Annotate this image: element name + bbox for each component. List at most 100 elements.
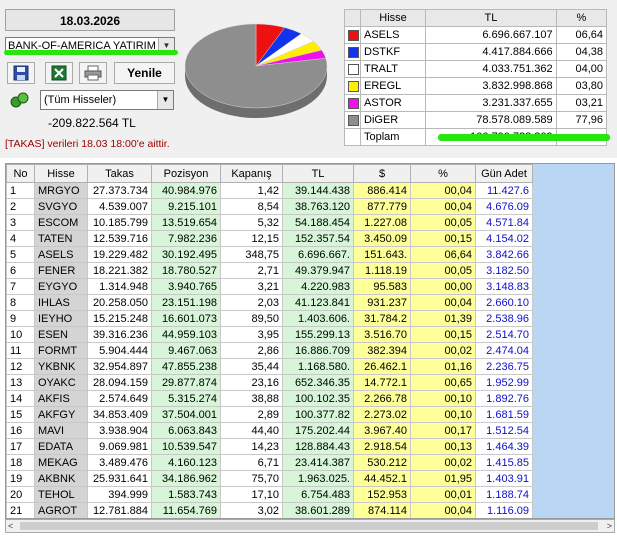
cell-usd[interactable]: 3.967.40 bbox=[353, 422, 411, 439]
scrollbar-thumb[interactable] bbox=[20, 522, 598, 530]
cell-gun-adet[interactable]: 1.116.09 bbox=[475, 502, 533, 518]
cell-tl[interactable]: 155.299.13 bbox=[282, 326, 354, 343]
cell-usd[interactable]: 95.583 bbox=[353, 278, 411, 295]
col-header-pct[interactable]: % bbox=[410, 164, 476, 183]
cell-usd[interactable]: 14.772.1 bbox=[353, 374, 411, 391]
cell-pozisyon[interactable]: 37.504.001 bbox=[151, 406, 221, 423]
cell-pozisyon[interactable]: 34.186.962 bbox=[151, 470, 221, 487]
cell-kapanis[interactable]: 14,23 bbox=[220, 438, 283, 455]
cell-pozisyon[interactable]: 11.654.769 bbox=[151, 502, 221, 518]
cell-gun-adet[interactable]: 1.464.39 bbox=[475, 438, 533, 455]
cell-hisse[interactable]: MAVI bbox=[34, 422, 88, 439]
cell-gun-adet[interactable]: 2.236.75 bbox=[475, 358, 533, 375]
cell-hisse[interactable]: ESCOM bbox=[34, 214, 88, 231]
cell-usd[interactable]: 877.779 bbox=[353, 198, 411, 215]
cell-hisse[interactable]: IEYHO bbox=[34, 310, 88, 327]
cell-gun-adet[interactable]: 3.842.66 bbox=[475, 246, 533, 263]
cell-kapanis[interactable]: 3,02 bbox=[220, 502, 283, 518]
cell-no[interactable]: 17 bbox=[6, 438, 35, 455]
cell-hisse[interactable]: AKFGY bbox=[34, 406, 88, 423]
cell-tl[interactable]: 23.414.387 bbox=[282, 454, 354, 471]
cell-takas[interactable]: 18.221.382 bbox=[87, 262, 152, 279]
cell-usd[interactable]: 3.450.09 bbox=[353, 230, 411, 247]
cell-kapanis[interactable]: 2,71 bbox=[220, 262, 283, 279]
cell-hisse[interactable]: ESEN bbox=[34, 326, 88, 343]
cell-pct[interactable]: 00,10 bbox=[410, 390, 476, 407]
cell-pct[interactable]: 00,02 bbox=[410, 454, 476, 471]
cell-takas[interactable]: 28.094.159 bbox=[87, 374, 152, 391]
cell-pozisyon[interactable]: 6.063.843 bbox=[151, 422, 221, 439]
cell-takas[interactable]: 39.316.236 bbox=[87, 326, 152, 343]
cell-kapanis[interactable]: 8,54 bbox=[220, 198, 283, 215]
cell-tl[interactable]: 6.754.483 bbox=[282, 486, 354, 503]
cell-takas[interactable]: 27.373.734 bbox=[87, 182, 152, 199]
cell-no[interactable]: 3 bbox=[6, 214, 35, 231]
cell-usd[interactable]: 152.953 bbox=[353, 486, 411, 503]
cell-usd[interactable]: 382.394 bbox=[353, 342, 411, 359]
chevron-down-icon[interactable]: ▼ bbox=[157, 91, 173, 109]
cell-takas[interactable]: 5.904.444 bbox=[87, 342, 152, 359]
cell-pct[interactable]: 00,10 bbox=[410, 406, 476, 423]
table-row[interactable]: 4 TATEN 12.539.716 7.982.236 12,15 152.357.54… bbox=[6, 230, 533, 247]
col-header-usd[interactable]: $ bbox=[353, 164, 411, 183]
cell-tl[interactable]: 41.123.841 bbox=[282, 294, 354, 311]
cell-hisse[interactable]: IHLAS bbox=[34, 294, 88, 311]
cell-gun-adet[interactable]: 4.571.84 bbox=[475, 214, 533, 231]
cell-hisse[interactable]: OYAKC bbox=[34, 374, 88, 391]
cell-takas[interactable]: 32.954.897 bbox=[87, 358, 152, 375]
cell-takas[interactable]: 19.229.482 bbox=[87, 246, 152, 263]
cell-tl[interactable]: 1.963.025. bbox=[282, 470, 354, 487]
table-row[interactable]: 16 MAVI 3.938.904 6.063.843 44,40 175.202.44 3… bbox=[6, 422, 533, 439]
cell-kapanis[interactable]: 12,15 bbox=[220, 230, 283, 247]
cell-pct[interactable]: 00,02 bbox=[410, 342, 476, 359]
scroll-right-arrow-icon[interactable]: > bbox=[606, 521, 612, 531]
cell-no[interactable]: 6 bbox=[6, 262, 35, 279]
cell-gun-adet[interactable]: 2.474.04 bbox=[475, 342, 533, 359]
cell-usd[interactable]: 2.918.54 bbox=[353, 438, 411, 455]
cell-gun-adet[interactable]: 2.514.70 bbox=[475, 326, 533, 343]
cell-gun-adet[interactable]: 1.681.59 bbox=[475, 406, 533, 423]
cell-gun-adet[interactable]: 1.512.54 bbox=[475, 422, 533, 439]
cell-tl[interactable]: 38.763.120 bbox=[282, 198, 354, 215]
table-row[interactable]: 10 ESEN 39.316.236 44.959.103 3,95 155.299.13… bbox=[6, 326, 533, 343]
cell-pozisyon[interactable]: 16.601.073 bbox=[151, 310, 221, 327]
cell-gun-adet[interactable]: 1.892.76 bbox=[475, 390, 533, 407]
cell-no[interactable]: 18 bbox=[6, 454, 35, 471]
cell-no[interactable]: 14 bbox=[6, 390, 35, 407]
cell-tl[interactable]: 128.884.43 bbox=[282, 438, 354, 455]
table-row[interactable]: 21 AGROT 12.781.884 11.654.769 3,02 38.601.28… bbox=[6, 502, 533, 518]
cell-pozisyon[interactable]: 9.215.101 bbox=[151, 198, 221, 215]
col-header-pozisyon[interactable]: Pozisyon bbox=[151, 164, 221, 183]
cell-pozisyon[interactable]: 4.160.123 bbox=[151, 454, 221, 471]
cell-usd[interactable]: 886.414 bbox=[353, 182, 411, 199]
cell-kapanis[interactable]: 17,10 bbox=[220, 486, 283, 503]
cell-pct[interactable]: 00,04 bbox=[410, 182, 476, 199]
cell-takas[interactable]: 2.574.649 bbox=[87, 390, 152, 407]
cell-gun-adet[interactable]: 2.660.10 bbox=[475, 294, 533, 311]
cell-takas[interactable]: 15.215.248 bbox=[87, 310, 152, 327]
table-row[interactable]: 2 SVGYO 4.539.007 9.215.101 8,54 38.763.120 87… bbox=[6, 198, 533, 215]
cell-kapanis[interactable]: 5,32 bbox=[220, 214, 283, 231]
cell-pozisyon[interactable]: 13.519.654 bbox=[151, 214, 221, 231]
cell-pct[interactable]: 00,01 bbox=[410, 486, 476, 503]
table-row[interactable]: 8 IHLAS 20.258.050 23.151.198 2,03 41.123.841… bbox=[6, 294, 533, 311]
cell-no[interactable]: 16 bbox=[6, 422, 35, 439]
cell-hisse[interactable]: TEHOL bbox=[34, 486, 88, 503]
col-header-kapanis[interactable]: Kapanış bbox=[220, 164, 283, 183]
cell-pct[interactable]: 00,13 bbox=[410, 438, 476, 455]
cell-kapanis[interactable]: 2,03 bbox=[220, 294, 283, 311]
cell-pct[interactable]: 06,64 bbox=[410, 246, 476, 263]
cell-gun-adet[interactable]: 4.676.09 bbox=[475, 198, 533, 215]
table-row[interactable]: 9 IEYHO 15.215.248 16.601.073 89,50 1.403.606… bbox=[6, 310, 533, 327]
cell-kapanis[interactable]: 38,88 bbox=[220, 390, 283, 407]
cell-usd[interactable]: 1.227.08 bbox=[353, 214, 411, 231]
stocks-button[interactable] bbox=[7, 90, 33, 110]
cell-takas[interactable]: 12.781.884 bbox=[87, 502, 152, 518]
cell-usd[interactable]: 3.516.70 bbox=[353, 326, 411, 343]
cell-kapanis[interactable]: 348,75 bbox=[220, 246, 283, 263]
cell-usd[interactable]: 44.452.1 bbox=[353, 470, 411, 487]
cell-pct[interactable]: 00,17 bbox=[410, 422, 476, 439]
cell-hisse[interactable]: MEKAG bbox=[34, 454, 88, 471]
cell-tl[interactable]: 100.377.82 bbox=[282, 406, 354, 423]
cell-tl[interactable]: 1.403.606. bbox=[282, 310, 354, 327]
